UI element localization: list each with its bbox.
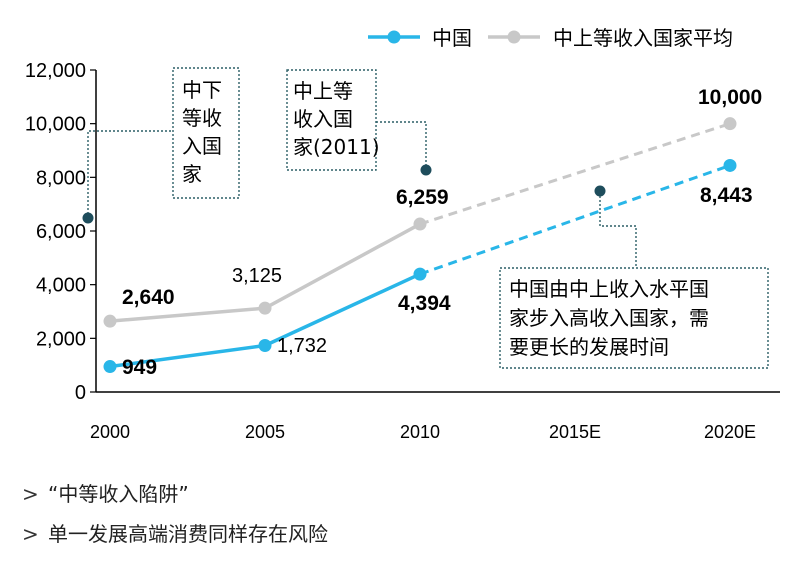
bullet-arrow-icon: > bbox=[22, 522, 39, 546]
y-tick-label: 4,000 bbox=[36, 275, 86, 297]
data-label: 4,394 bbox=[398, 292, 451, 315]
y-tick-label: 2,000 bbox=[36, 328, 86, 350]
series-china-point bbox=[723, 158, 737, 172]
annotation-2-connector bbox=[376, 121, 427, 170]
annotation-3-box bbox=[499, 267, 769, 369]
data-label: 1,732 bbox=[277, 335, 327, 357]
series-upper-middle-avg-point bbox=[258, 301, 272, 315]
data-label: 8,443 bbox=[700, 184, 753, 207]
annotation-3-text: 家步入高收入国家，需 bbox=[509, 306, 709, 330]
annotation-2-box bbox=[286, 69, 377, 171]
y-tick-label: 8,000 bbox=[36, 167, 86, 189]
y-tick-label: 6,000 bbox=[36, 221, 86, 243]
y-tick-label: 0 bbox=[75, 382, 86, 404]
series-upper-middle-avg-point bbox=[723, 117, 737, 131]
data-label: 2,640 bbox=[122, 286, 175, 309]
series-china-point bbox=[103, 360, 117, 374]
annotation-2-text: 中上等 bbox=[293, 79, 353, 103]
annotation-2-text: 家(2011) bbox=[293, 135, 380, 159]
annotation-1-connector bbox=[87, 130, 175, 218]
x-tick-label: 2005 bbox=[245, 422, 285, 442]
x-tick-label: 2000 bbox=[90, 422, 130, 442]
legend-avg-label: 中上等收入国家平均 bbox=[553, 26, 733, 50]
bullet-text: “中等收入陷阱” bbox=[48, 482, 189, 506]
annotation-2-text: 收入国 bbox=[293, 107, 353, 131]
y-tick-label: 10,000 bbox=[25, 114, 86, 136]
bullet-text: 单一发展高端消费同样存在风险 bbox=[48, 522, 328, 546]
annotation-3-text: 中国由中上收入水平国 bbox=[509, 277, 709, 301]
annotation-2-marker bbox=[420, 164, 432, 176]
annotation-1-text: 等收 bbox=[182, 106, 222, 130]
annotation-1-marker bbox=[82, 212, 94, 224]
data-label: 6,259 bbox=[396, 186, 449, 209]
data-label: 10,000 bbox=[698, 86, 762, 109]
series-upper-middle-avg-point bbox=[103, 314, 117, 328]
series-upper-middle-avg-projected-line bbox=[419, 122, 731, 226]
line-chart: 0 2,000 4,000 6,000 8,000 10,000 12,000 2000 200… bbox=[25, 26, 780, 442]
series-upper-middle-avg-point bbox=[413, 217, 427, 231]
bullet-middle-income-trap: > “中等收入陷阱” bbox=[22, 478, 189, 507]
legend-avg-marker bbox=[507, 30, 521, 44]
annotation-3-connector bbox=[599, 192, 637, 268]
series-china-point bbox=[413, 267, 427, 281]
annotation-1-text: 中下 bbox=[182, 78, 222, 102]
annotation-3-text: 要更长的发展时间 bbox=[509, 335, 669, 359]
x-tick-label: 2015E bbox=[549, 422, 601, 442]
annotation-1-text: 入国 bbox=[182, 134, 222, 158]
legend-china-label: 中国 bbox=[432, 26, 472, 50]
data-label: 3,125 bbox=[232, 265, 282, 287]
annotation-3-marker bbox=[594, 185, 606, 197]
x-tick-label: 2010 bbox=[400, 422, 440, 442]
bullet-high-end-risk: > 单一发展高端消费同样存在风险 bbox=[22, 518, 328, 547]
series-china-projected-line bbox=[419, 164, 731, 276]
data-label: 949 bbox=[122, 356, 157, 379]
annotation-1-box bbox=[172, 67, 240, 199]
x-tick-label: 2020E bbox=[704, 422, 756, 442]
series-china-point bbox=[258, 339, 272, 353]
bullet-arrow-icon: > bbox=[22, 482, 39, 506]
annotation-1-text: 家 bbox=[182, 162, 202, 186]
legend-china-marker bbox=[387, 30, 401, 44]
y-tick-label: 12,000 bbox=[25, 60, 86, 82]
